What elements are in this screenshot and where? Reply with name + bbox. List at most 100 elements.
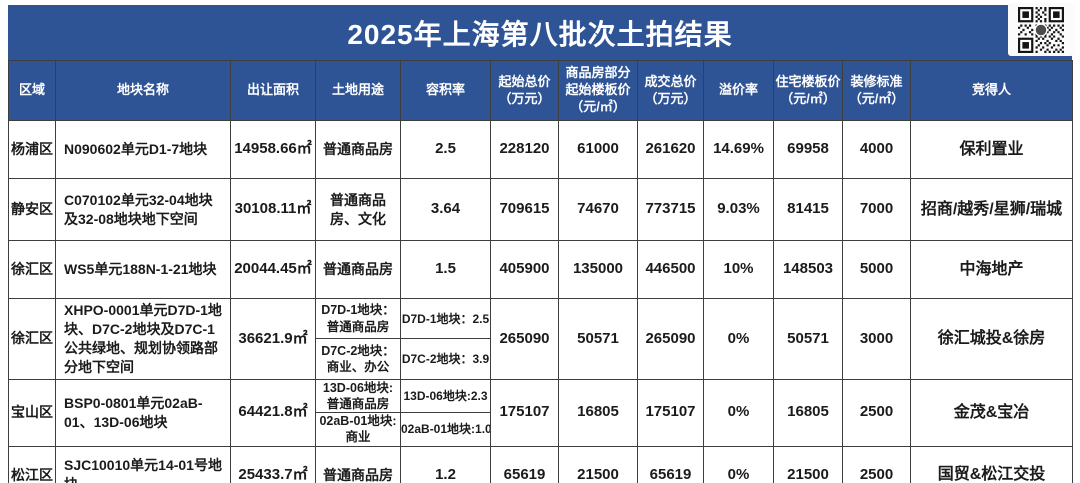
cell-land-use-sub: D7C-2地块： 商业、办公	[315, 338, 401, 380]
cell-fitout-standard: 2500	[842, 445, 911, 483]
cell-far: 1.2	[400, 445, 491, 483]
col-header-premium-rate: 溢价率	[703, 60, 774, 121]
cell-premium-rate: 0%	[703, 445, 774, 483]
cell-winner: 招商/越秀/星狮/瑞城	[910, 178, 1073, 241]
cell-land-use: 普通商品房	[315, 120, 401, 179]
page-title: 2025年上海第八批次土拍结果	[347, 18, 733, 50]
qr-code-icon	[1018, 6, 1064, 53]
cell-region: 松江区	[8, 445, 56, 483]
cell-start-total: 175107	[490, 378, 559, 447]
cell-res-floor-price: 21500	[773, 445, 843, 483]
col-header-winner: 竞得人	[910, 60, 1073, 121]
cell-deal-total: 265090	[637, 298, 704, 380]
cell-fitout-standard: 7000	[842, 178, 911, 241]
cell-area: 20044.45㎡	[230, 240, 316, 299]
table-row: 静安区 C070102单元32-04地块及32-08地块地下空间 30108.1…	[8, 178, 1073, 241]
cell-far-sub: 02aB-01地块:1.0	[400, 412, 491, 447]
cell-premium-rate: 9.03%	[703, 178, 774, 241]
col-header-start-total: 起始总价 （万元）	[490, 60, 559, 121]
cell-far-sub: D7D-1地块：2.5	[400, 297, 491, 340]
cell-plot-name: WS5单元188N-1-21地块	[55, 240, 231, 299]
cell-fitout-standard: 4000	[842, 120, 911, 179]
cell-start-floor-price: 61000	[558, 120, 638, 179]
cell-plot-name: XHPO-0001单元D7D-1地块、D7C-2地块及D7C-1公共绿地、规划协…	[55, 298, 231, 380]
cell-res-floor-price: 81415	[773, 178, 843, 241]
cell-winner: 金茂&宝冶	[910, 378, 1073, 447]
cell-land-use: 普通商品房	[315, 240, 401, 299]
cell-land-use-sub: D7D-1地块： 普通商品房	[315, 297, 401, 340]
cell-area: 64421.8㎡	[230, 378, 316, 447]
cell-far: 2.5	[400, 120, 491, 179]
cell-start-total: 65619	[490, 445, 559, 483]
cell-deal-total: 773715	[637, 178, 704, 241]
cell-region: 静安区	[8, 178, 56, 241]
cell-premium-rate: 0%	[703, 378, 774, 447]
col-header-res-floor-price: 住宅楼板价 （元/㎡）	[773, 60, 843, 121]
cell-fitout-standard: 5000	[842, 240, 911, 299]
cell-deal-total: 446500	[637, 240, 704, 299]
table-header-row: 区域 地块名称 出让面积 土地用途 容积率 起始总价 （万元） 商品房部分起始楼…	[8, 60, 1073, 121]
cell-area: 14958.66㎡	[230, 120, 316, 179]
cell-region: 宝山区	[8, 378, 56, 447]
cell-res-floor-price: 69958	[773, 120, 843, 179]
cell-res-floor-price: 16805	[773, 378, 843, 447]
title-banner: 2025年上海第八批次土拍结果	[8, 5, 1072, 60]
table-row: 松江区 SJC10010单元14-01号地块 25433.7㎡ 普通商品房 1.…	[8, 445, 1073, 483]
col-header-fitout-standard: 装修标准 （元/㎡）	[842, 60, 911, 121]
cell-deal-total: 175107	[637, 378, 704, 447]
cell-start-floor-price: 74670	[558, 178, 638, 241]
cell-area: 30108.11㎡	[230, 178, 316, 241]
cell-start-floor-price: 135000	[558, 240, 638, 299]
cell-plot-name: SJC10010单元14-01号地块	[55, 445, 231, 483]
cell-area: 36621.9㎡	[230, 298, 316, 380]
qr-code-icon	[1008, 3, 1074, 56]
cell-start-total: 709615	[490, 178, 559, 241]
cell-region: 杨浦区	[8, 120, 56, 179]
cell-fitout-standard: 2500	[842, 378, 911, 447]
table-row: D7C-2地块： 商业、办公 D7C-2地块：3.9	[9, 338, 1073, 380]
results-table: 区域 地块名称 出让面积 土地用途 容积率 起始总价 （万元） 商品房部分起始楼…	[8, 60, 1073, 483]
cell-land-use-sub: 13D-06地块: 普通商品房	[315, 378, 401, 414]
cell-premium-rate: 14.69%	[703, 120, 774, 179]
table-row: 杨浦区 N090602单元D1-7地块 14958.66㎡ 普通商品房 2.5 …	[8, 120, 1073, 179]
col-header-start-floor-price: 商品房部分起始楼板价（元/㎡）	[558, 60, 638, 121]
cell-start-floor-price: 16805	[558, 378, 638, 447]
cell-start-total: 265090	[490, 298, 559, 380]
cell-premium-rate: 10%	[703, 240, 774, 299]
cell-far: 3.64	[400, 178, 491, 241]
cell-land-use-sub: 02aB-01地块: 商业	[315, 412, 401, 447]
cell-region: 徐汇区	[8, 298, 56, 380]
table-row: 徐汇区 WS5单元188N-1-21地块 20044.45㎡ 普通商品房 1.5…	[8, 240, 1073, 299]
col-header-deal-total: 成交总价 （万元）	[637, 60, 704, 121]
cell-far: 1.5	[400, 240, 491, 299]
cell-land-use: 普通商品房	[315, 445, 401, 483]
table-row: 徐汇区 XHPO-0001单元D7D-1地块、D7C-2地块及D7C-1公共绿地…	[8, 297, 1073, 380]
cell-winner: 国贸&松江交投	[910, 445, 1073, 483]
cell-plot-name: C070102单元32-04地块及32-08地块地下空间	[55, 178, 231, 241]
cell-plot-name: N090602单元D1-7地块	[55, 120, 231, 179]
cell-deal-total: 261620	[637, 120, 704, 179]
col-header-far: 容积率	[400, 60, 491, 121]
cell-start-total: 228120	[490, 120, 559, 179]
cell-winner: 中海地产	[910, 240, 1073, 299]
cell-plot-name: BSP0-0801单元02aB-01、13D-06地块	[55, 378, 231, 447]
table-row: 02aB-01地块: 商业 02aB-01地块:1.0	[9, 412, 1073, 447]
cell-far-sub: D7C-2地块：3.9	[400, 338, 491, 380]
cell-start-floor-price: 50571	[558, 298, 638, 380]
cell-premium-rate: 0%	[703, 298, 774, 380]
cell-res-floor-price: 50571	[773, 298, 843, 380]
cell-area: 25433.7㎡	[230, 445, 316, 483]
col-header-land-use: 土地用途	[315, 60, 401, 121]
cell-start-floor-price: 21500	[558, 445, 638, 483]
cell-start-total: 405900	[490, 240, 559, 299]
cell-winner: 保利置业	[910, 120, 1073, 179]
cell-winner: 徐汇城投&徐房	[910, 298, 1073, 380]
cell-far-sub: 13D-06地块:2.3	[400, 378, 491, 414]
col-header-area: 出让面积	[230, 60, 316, 121]
cell-deal-total: 65619	[637, 445, 704, 483]
cell-fitout-standard: 3000	[842, 298, 911, 380]
cell-region: 徐汇区	[8, 240, 56, 299]
col-header-plot-name: 地块名称	[55, 60, 231, 121]
col-header-region: 区域	[8, 60, 56, 121]
